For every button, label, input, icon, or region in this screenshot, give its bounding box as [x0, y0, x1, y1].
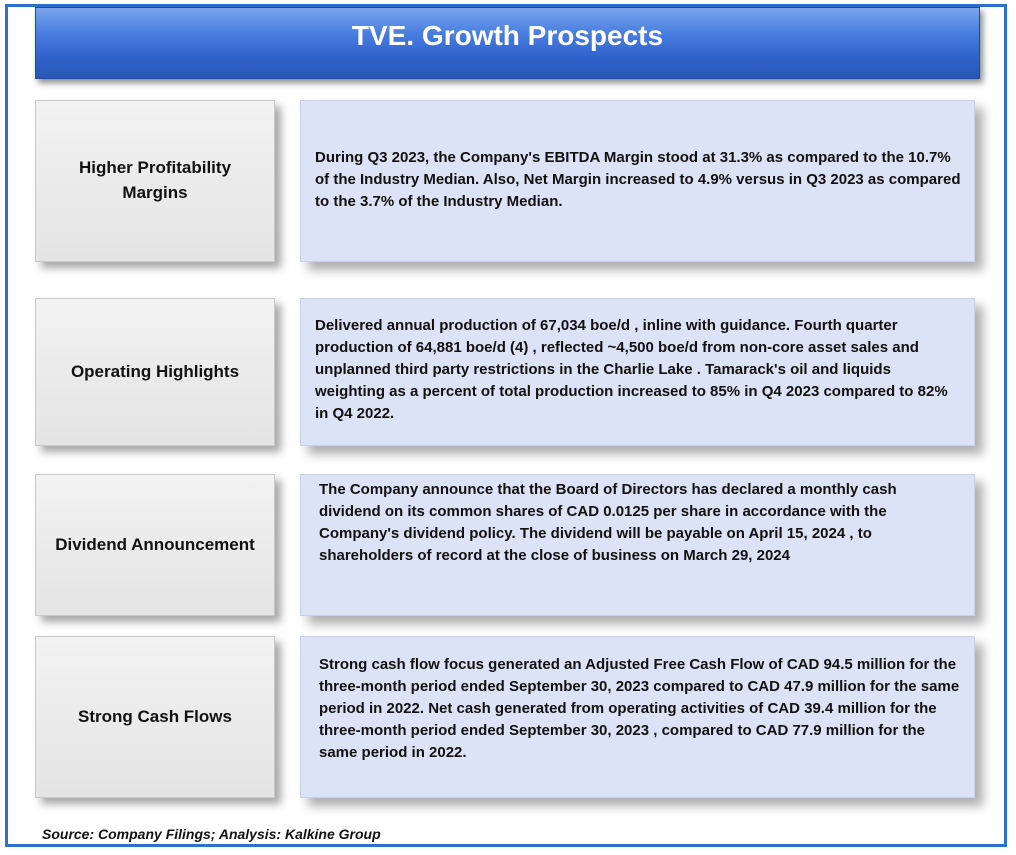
row-label: Higher Profitability Margins — [35, 100, 275, 262]
row-label: Strong Cash Flows — [35, 636, 275, 798]
page-title: TVE. Growth Prospects — [351, 20, 664, 51]
row-profitability: Higher Profitability Margins During Q3 2… — [35, 100, 975, 262]
row-description: Strong cash flow focus generated an Adju… — [300, 636, 975, 798]
row-dividend: Dividend Announcement The Company announ… — [35, 474, 975, 616]
row-description: During Q3 2023, the Company's EBITDA Mar… — [300, 100, 975, 262]
source-note: Source: Company Filings; Analysis: Kalki… — [42, 826, 381, 842]
row-label: Operating Highlights — [35, 298, 275, 446]
row-label: Dividend Announcement — [35, 474, 275, 616]
row-description: The Company announce that the Board of D… — [300, 474, 975, 616]
title-banner: TVE. Growth Prospects — [35, 7, 980, 79]
row-operating: Operating Highlights Delivered annual pr… — [35, 298, 975, 446]
row-description: Delivered annual production of 67,034 bo… — [300, 298, 975, 446]
row-cashflow: Strong Cash Flows Strong cash flow focus… — [35, 636, 975, 798]
